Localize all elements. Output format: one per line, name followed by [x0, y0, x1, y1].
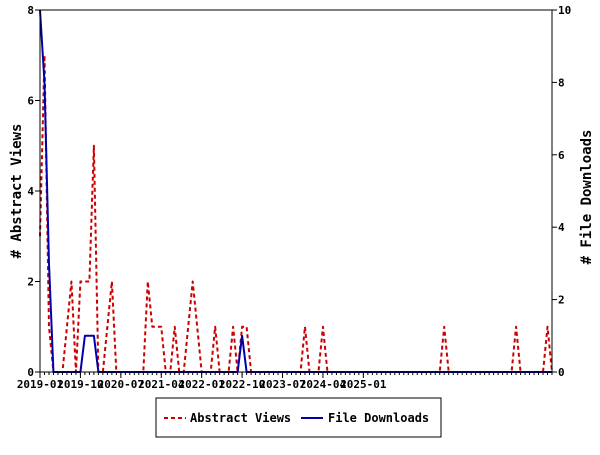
axes-layer: 2019-012019-102020-072021-042022-012022-… [17, 4, 571, 391]
y-left-tick-label: 4 [27, 185, 34, 198]
series-layer [39, 9, 553, 373]
y-axis-left-title: # Abstract Views [9, 124, 25, 259]
legend-label-file-downloads: File Downloads [328, 411, 429, 425]
y-axis-right-title: # File Downloads [579, 130, 595, 265]
y-right-tick-label: 8 [558, 76, 565, 89]
series-line-file-downloads [39, 9, 552, 373]
x-tick-label: 2023-07 [259, 378, 305, 391]
x-tick-label: 2020-07 [98, 378, 144, 391]
x-tick-label: 2021-04 [138, 378, 185, 391]
x-tick-label: 2019-01 [17, 378, 64, 391]
legend-box [155, 397, 442, 438]
y-right-tick-label: 10 [558, 4, 571, 17]
plot-frame [39, 9, 553, 373]
y-right-tick-label: 6 [558, 149, 565, 162]
legend: Abstract Views File Downloads [155, 397, 442, 438]
y-right-tick-label: 4 [558, 221, 565, 234]
y-right-tick-label: 0 [558, 366, 565, 379]
y-left-tick-label: 8 [27, 4, 34, 17]
legend-label-abstract-views: Abstract Views [190, 411, 291, 425]
x-tick-label: 2025-01 [340, 378, 387, 391]
y-left-tick-label: 0 [27, 366, 34, 379]
x-tick-label: 2022-10 [219, 378, 265, 391]
x-tick-label: 2024-04 [300, 378, 347, 391]
series-line-abstract-views [39, 54, 553, 373]
y-left-tick-label: 6 [27, 95, 34, 108]
y-right-tick-label: 2 [558, 294, 565, 307]
x-tick-label: 2019-10 [57, 378, 103, 391]
x-tick-label: 2022-01 [179, 378, 226, 391]
y-left-tick-label: 2 [27, 276, 34, 289]
